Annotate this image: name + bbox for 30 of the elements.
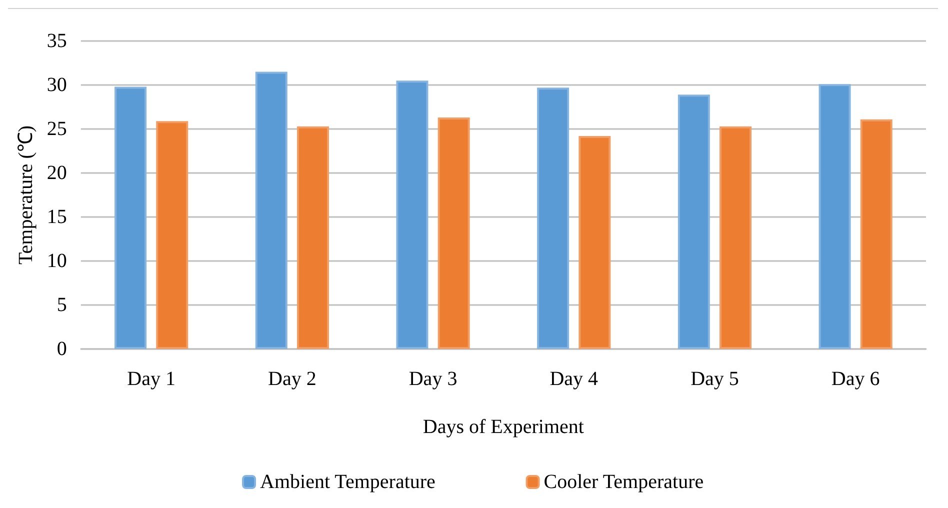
y-tick-label: 20 xyxy=(46,162,67,184)
bar xyxy=(438,118,470,349)
y-tick-label: 30 xyxy=(46,74,67,96)
y-tick-label: 25 xyxy=(46,118,67,140)
y-tick-label: 10 xyxy=(46,250,67,272)
bar xyxy=(818,84,851,349)
bar xyxy=(296,126,329,349)
bar xyxy=(537,88,570,349)
y-tick-label: 5 xyxy=(56,294,67,316)
bar xyxy=(578,136,611,349)
x-tick-label: Day 3 xyxy=(408,368,458,390)
bar xyxy=(114,86,147,349)
y-tick-label: 15 xyxy=(46,206,67,228)
x-tick-label: Day 1 xyxy=(127,368,176,390)
legend-label: Cooler Temperature xyxy=(544,471,704,493)
bar xyxy=(720,126,752,349)
bar xyxy=(156,121,188,349)
bar xyxy=(255,72,288,349)
x-tick-label: Day 2 xyxy=(268,368,316,390)
y-axis-title: Temperature (℃) xyxy=(15,125,37,265)
x-tick-label: Day 5 xyxy=(690,368,739,390)
y-tick-label: 0 xyxy=(56,338,67,360)
bar xyxy=(678,94,710,349)
x-tick-label: Day 6 xyxy=(831,368,880,390)
x-axis-title: Days of Experiment xyxy=(422,416,584,438)
bar xyxy=(860,119,892,349)
legend-label: Ambient Temperature xyxy=(260,471,436,493)
x-tick-label: Day 4 xyxy=(550,368,598,390)
y-tick-label: 35 xyxy=(46,30,67,52)
bar xyxy=(396,80,428,349)
